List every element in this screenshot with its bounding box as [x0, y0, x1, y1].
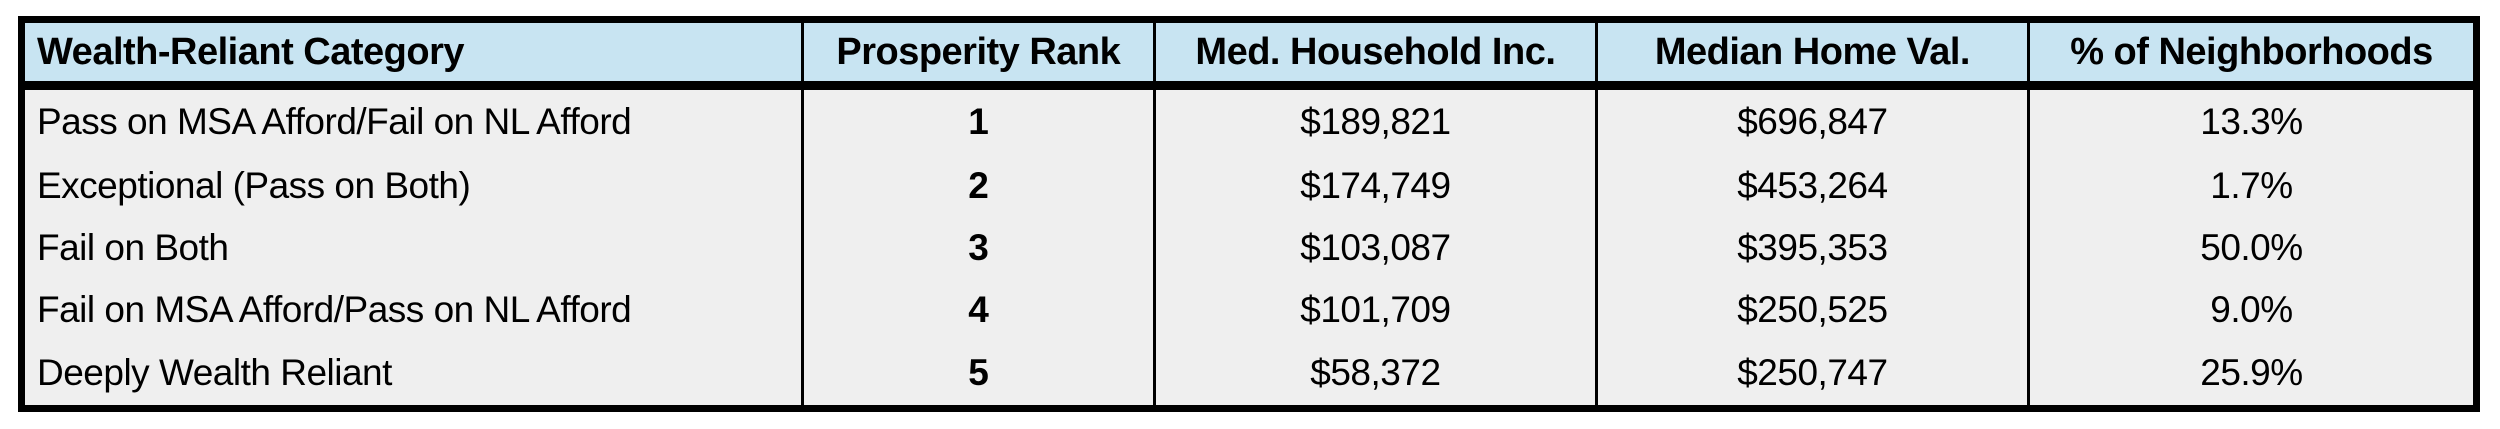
table-cell: $696,847	[1594, 85, 2029, 155]
table-cell: $58,372	[1152, 341, 1597, 409]
header-median-home-val: Median Home Val.	[1594, 19, 2029, 90]
table-cell: 1.7%	[2026, 154, 2477, 217]
table-cell: 13.3%	[2026, 85, 2477, 155]
header-pct-of-neighborhoods: % of Neighborhoods	[2026, 19, 2477, 90]
table-cell: 1	[800, 85, 1155, 155]
table-cell: Exceptional (Pass on Both)	[37, 164, 471, 206]
wealth-reliant-table-container: Wealth-Reliant Category Prosperity Rank …	[18, 16, 2480, 412]
table-row: Exceptional (Pass on Both) 2 $174,749 $453,…	[22, 154, 2477, 217]
table-cell: Fail on MSA Afford/Pass on NL Afford	[37, 288, 632, 330]
header-med-household-inc: Med. Household Inc.	[1152, 19, 1597, 90]
table-cell: Fail on Both	[37, 226, 229, 268]
table-row: Deeply Wealth Reliant 5 $58,372 $250,747 25.…	[22, 341, 2477, 409]
wealth-reliant-table: Wealth-Reliant Category Prosperity Rank …	[18, 16, 2480, 412]
table-cell: Deeply Wealth Reliant	[37, 352, 392, 394]
header-row: Wealth-Reliant Category Prosperity Rank …	[21, 19, 2477, 90]
table-cell: 3	[800, 216, 1155, 279]
table-body: Pass on MSA Afford/Fail on NL Afford 1 $18…	[22, 85, 2477, 409]
table-cell: Pass on MSA Afford/Fail on NL Afford	[37, 101, 632, 143]
table-cell: 5	[800, 341, 1155, 409]
table-cell: 4	[800, 278, 1155, 342]
header-prosperity-rank: Prosperity Rank	[800, 19, 1155, 90]
table-cell: $101,709	[1152, 278, 1597, 342]
table-cell: 50.0%	[2026, 216, 2477, 279]
header-wealth-reliant-category: Wealth-Reliant Category	[21, 19, 803, 90]
table-cell: $103,087	[1152, 216, 1597, 279]
table-cell: $250,525	[1594, 278, 2029, 342]
table-row: Pass on MSA Afford/Fail on NL Afford 1 $18…	[22, 85, 2477, 155]
table-cell: 25.9%	[2026, 341, 2477, 409]
table-cell: $174,749	[1152, 154, 1597, 217]
table-row: Fail on MSA Afford/Pass on NL Afford 4 $10…	[22, 278, 2477, 342]
table-cell: 2	[800, 154, 1155, 217]
table-cell: $453,264	[1594, 154, 2029, 217]
table-cell: 9.0%	[2026, 278, 2477, 342]
table-header: Wealth-Reliant Category Prosperity Rank …	[21, 19, 2477, 90]
table-row: Fail on Both 3 $103,087 $395,353 50.0%	[22, 216, 2477, 279]
table-cell: $250,747	[1594, 341, 2029, 409]
table-cell: $189,821	[1152, 85, 1597, 155]
table-cell: $395,353	[1594, 216, 2029, 279]
